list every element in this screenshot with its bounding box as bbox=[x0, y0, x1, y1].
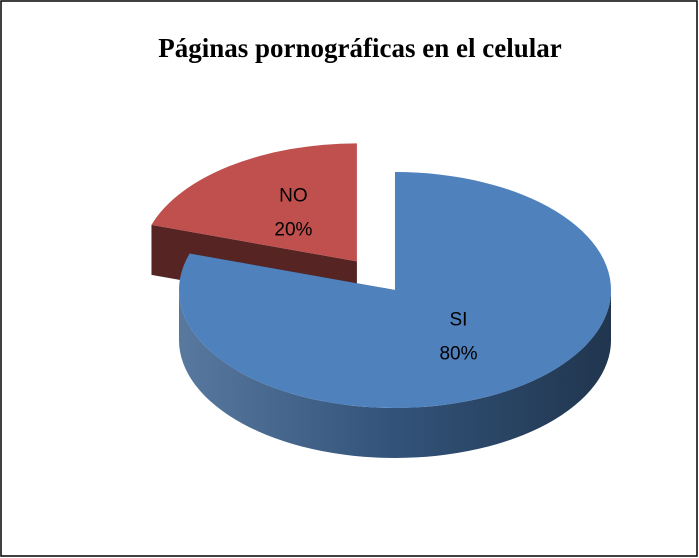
slice-label: SI bbox=[450, 310, 468, 331]
slice-label: NO bbox=[279, 186, 308, 207]
slice-value-label: 80% bbox=[439, 344, 477, 365]
slice-top bbox=[151, 143, 357, 262]
chart-title: Páginas pornográficas en el celular bbox=[158, 33, 561, 63]
slice-wall-shade bbox=[179, 290, 611, 458]
slice-value-label: 20% bbox=[274, 220, 312, 241]
pie-slice bbox=[178, 172, 611, 458]
slice-top bbox=[178, 172, 611, 408]
